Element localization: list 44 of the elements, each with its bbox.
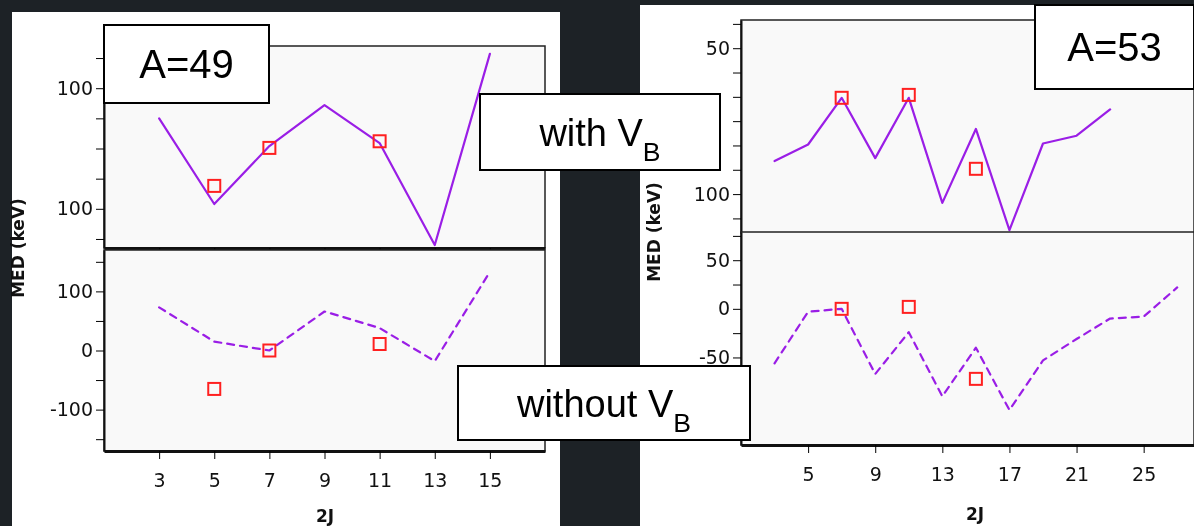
annotation: A=53 (1067, 25, 1162, 70)
y-tick-label: 50 (705, 248, 730, 271)
y-tick-label: -50 (698, 346, 730, 369)
x-tick-label: 21 (1064, 462, 1090, 485)
y-axis-title: MED (keV) (8, 198, 28, 298)
y-tick-label: 50 (705, 36, 730, 59)
y-tick-label: -100 (49, 398, 93, 421)
point (262, 140, 277, 155)
y-tick-label: 100 (56, 279, 93, 302)
y-tick-label: 0 (80, 339, 93, 362)
x-tick-label: 5 (208, 468, 221, 491)
point (372, 337, 387, 351)
point (968, 161, 983, 176)
point (968, 371, 983, 386)
x-tick-label: 5 (802, 462, 815, 485)
x-axis-title: 2J (315, 506, 335, 526)
point (207, 178, 222, 193)
annotation: A=49 (139, 42, 234, 87)
point (372, 134, 387, 149)
x-tick-label: 13 (930, 462, 955, 485)
point (834, 90, 849, 105)
x-tick-label: 3 (153, 468, 166, 491)
x-tick-label: 9 (869, 462, 882, 485)
point (262, 343, 277, 358)
x-tick-label: 9 (318, 468, 332, 491)
y-tick-label: 100 (56, 197, 93, 220)
x-tick-label: 25 (1132, 462, 1157, 485)
x-tick-label: 11 (368, 468, 393, 491)
x-tick-label: 13 (423, 468, 448, 491)
point (901, 299, 916, 314)
y-tick-label: 0 (717, 297, 730, 320)
x-tick-label: 7 (263, 468, 276, 491)
y-axis-title: MED (keV) (644, 182, 664, 282)
point (207, 381, 222, 396)
line-series (773, 286, 1179, 412)
x-axis-title: 2J (965, 504, 985, 524)
y-tick-label: 100 (56, 76, 93, 99)
annotation: without V$_{B}$ (515, 382, 692, 438)
annotation: with V$_{B}$ (538, 111, 661, 167)
x-tick-label: 15 (478, 468, 503, 491)
point (834, 301, 849, 316)
y-tick-label: 100 (693, 182, 730, 205)
x-tick-label: 17 (997, 462, 1023, 485)
point (901, 87, 916, 102)
